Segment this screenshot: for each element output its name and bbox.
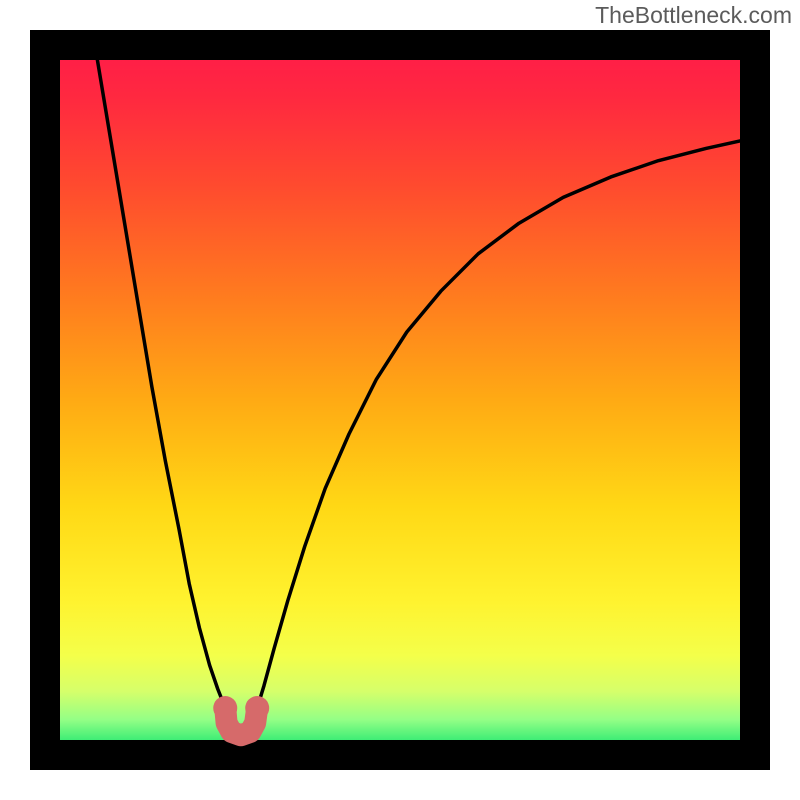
- bottleneck-chart: [0, 0, 800, 800]
- valley-dot-left: [213, 696, 237, 720]
- valley-dot-right: [245, 696, 269, 720]
- watermark-text: TheBottleneck.com: [595, 2, 792, 29]
- chart-root: { "canvas": { "width": 800, "height": 80…: [0, 0, 800, 800]
- plot-frame: [45, 45, 755, 755]
